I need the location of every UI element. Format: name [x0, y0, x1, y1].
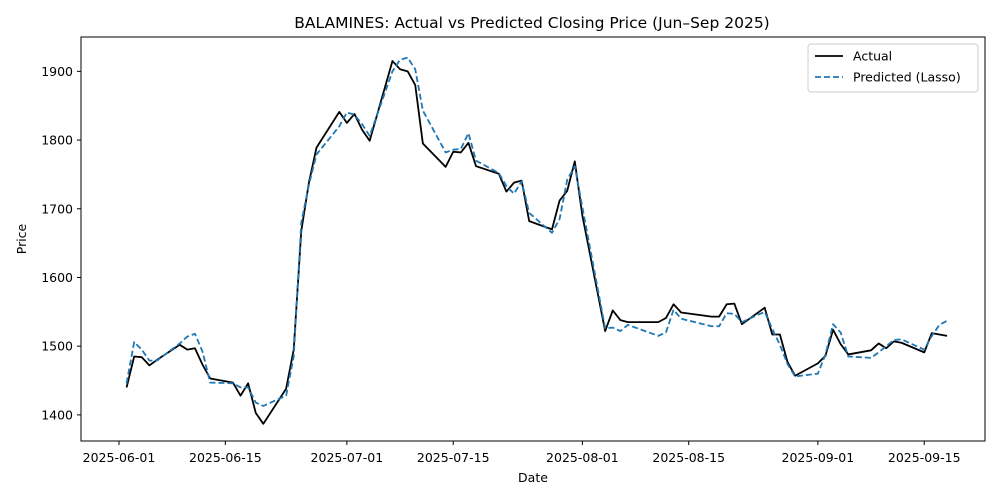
y-tick-label: 1600	[41, 270, 73, 285]
chart-title: BALAMINES: Actual vs Predicted Closing P…	[294, 14, 769, 32]
x-tick-label: 2025-07-01	[311, 450, 384, 465]
series-line-predicted	[125, 56, 948, 407]
x-tick-label: 2025-06-15	[189, 450, 262, 465]
legend-label-actual: Actual	[853, 49, 892, 64]
y-tick-label: 1800	[41, 133, 73, 148]
legend-label-predicted: Predicted (Lasso)	[853, 70, 961, 85]
y-tick-label: 1900	[41, 64, 73, 79]
y-tick-label: 1500	[41, 339, 73, 354]
y-tick-label: 1400	[41, 407, 73, 422]
x-axis-label: Date	[518, 470, 548, 485]
plot-frame	[80, 36, 986, 442]
legend-box	[807, 43, 979, 93]
x-tick-label: 2025-08-01	[546, 450, 619, 465]
y-tick-label: 1700	[41, 201, 73, 216]
x-tick-label: 2025-09-01	[782, 450, 855, 465]
legend: Actual Predicted (Lasso)	[807, 43, 979, 93]
x-tick-label: 2025-07-15	[417, 450, 490, 465]
series-layer	[125, 56, 948, 425]
x-tick-label: 2025-09-15	[888, 450, 961, 465]
axis-layer: 2025-06-01 2025-06-15 2025-07-01 2025-07-15…	[41, 64, 960, 465]
y-axis-label: Price	[14, 223, 29, 254]
x-tick-label: 2025-06-01	[83, 450, 156, 465]
series-line-actual	[125, 60, 948, 425]
x-tick-label: 2025-08-15	[652, 450, 725, 465]
